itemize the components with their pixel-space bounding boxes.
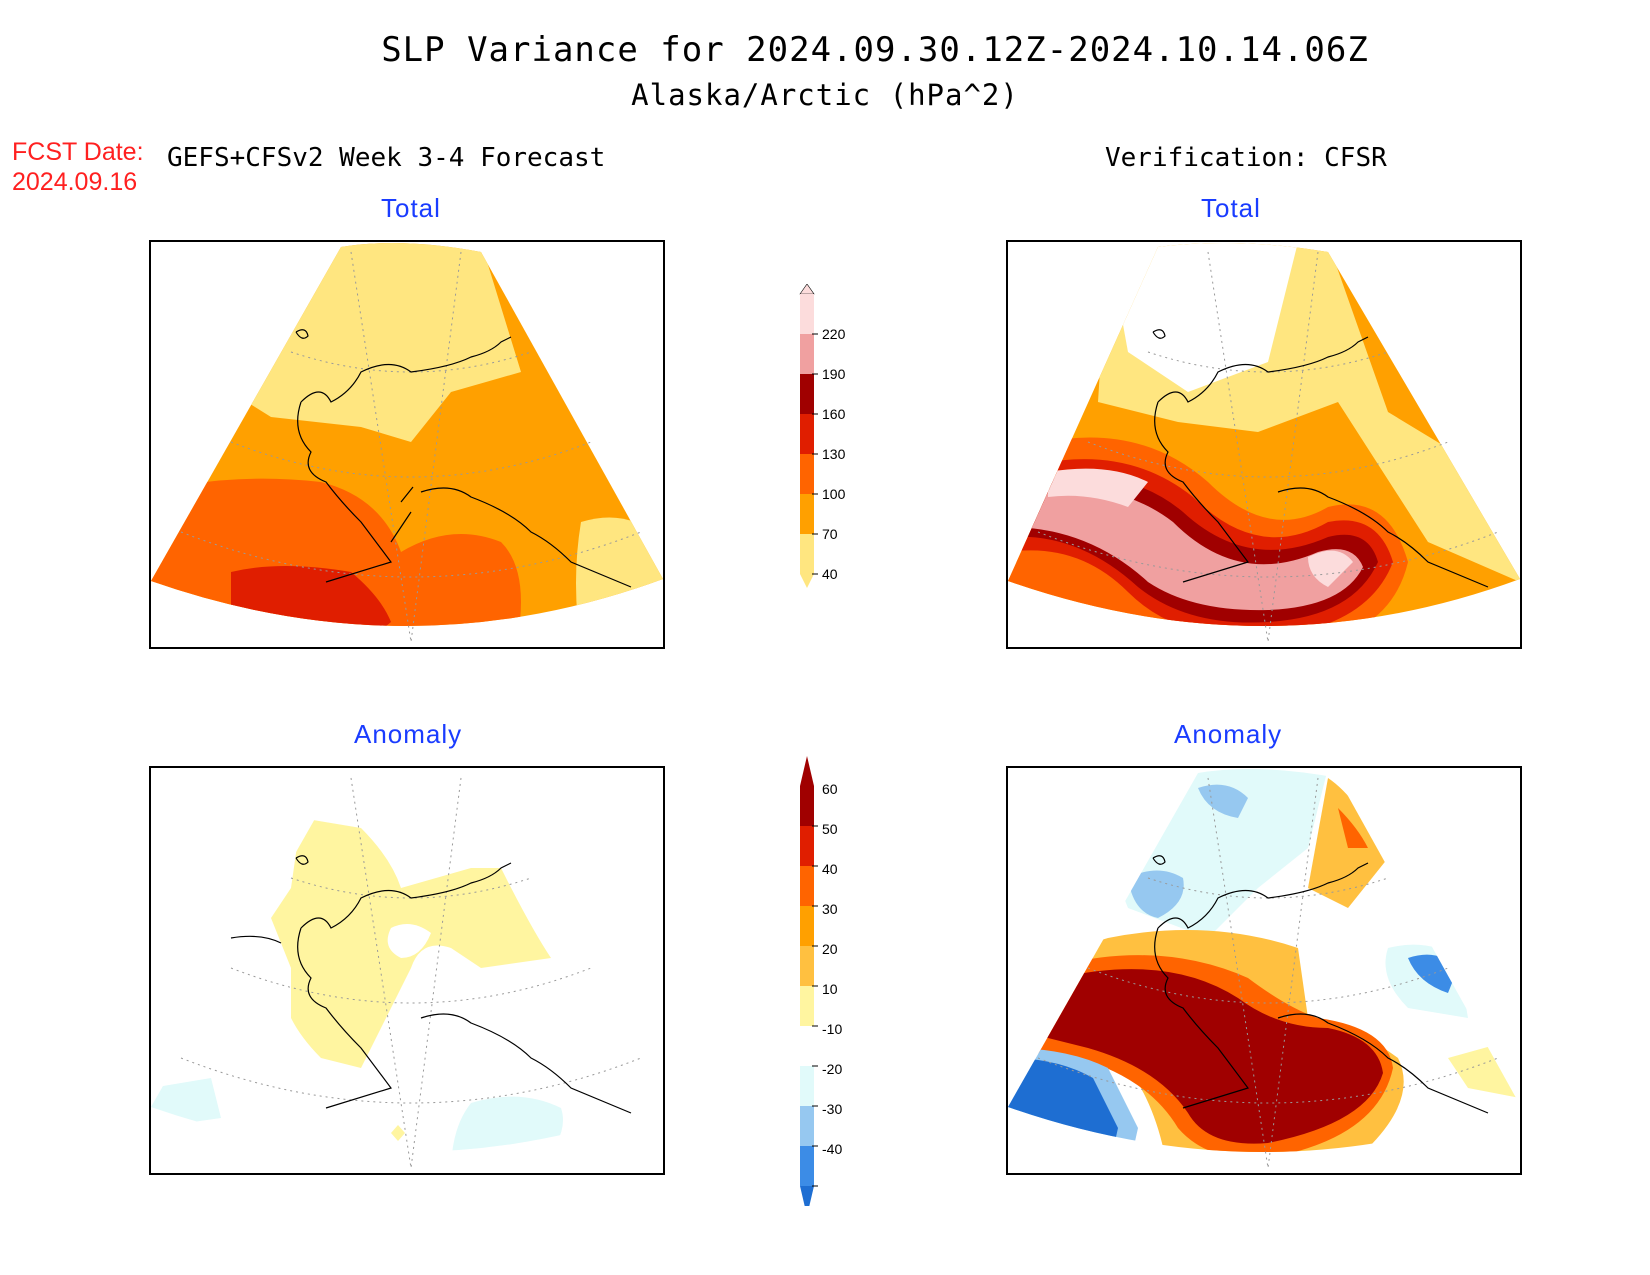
verify-anomaly-map (1006, 766, 1522, 1175)
anomaly-colorbar-swatch (800, 1066, 814, 1106)
fcst-date-value: 2024.09.16 (12, 168, 138, 196)
anomaly-colorbar-swatch (800, 826, 814, 866)
total-colorbar-label: 130 (822, 446, 846, 462)
anomaly-colorbar-swatch (800, 986, 814, 1026)
anomaly-colorbar: 60 50 40 30 20 10 -10 -20 -30 -40 (798, 756, 878, 1216)
total-colorbar-label: 100 (822, 486, 846, 502)
total-colorbar-swatch (800, 494, 814, 534)
forecast-column-header: GEFS+CFSv2 Week 3-4 Forecast (167, 143, 606, 173)
anomaly-colorbar-label: -20 (822, 1061, 842, 1077)
forecast-anomaly-map (149, 766, 665, 1175)
anomaly-colorbar-label: -30 (822, 1101, 842, 1117)
anomaly-colorbar-swatch (800, 946, 814, 986)
verify-total-title: Total (1201, 193, 1261, 223)
anomaly-colorbar-label: -40 (822, 1141, 842, 1157)
anomaly-colorbar-swatch (800, 1106, 814, 1146)
anomaly-colorbar-swatch (800, 786, 814, 826)
anomaly-colorbar-label: 20 (822, 941, 838, 957)
forecast-total-map (149, 240, 665, 649)
total-colorbar-swatch (800, 334, 814, 374)
fcst-date-label: FCST Date: (12, 138, 144, 166)
total-colorbar-swatch (800, 534, 814, 574)
total-colorbar-bottom-tip (800, 574, 814, 588)
anomaly-colorbar-label: 30 (822, 901, 838, 917)
anomaly-colorbar-label: 50 (822, 821, 838, 837)
anomaly-colorbar-swatch (800, 866, 814, 906)
anomaly-colorbar-label: 60 (822, 781, 838, 797)
anomaly-colorbar-label: 10 (822, 981, 838, 997)
total-colorbar: 40 70 100 130 160 190 220 (798, 283, 878, 614)
total-colorbar-swatch (800, 414, 814, 454)
total-colorbar-swatch (800, 374, 814, 414)
forecast-total-title: Total (381, 193, 441, 223)
anomaly-colorbar-label: -10 (822, 1021, 842, 1037)
anomaly-colorbar-bottom-tip (800, 1186, 814, 1216)
verify-total-map (1006, 240, 1522, 649)
total-colorbar-label: 160 (822, 406, 846, 422)
total-colorbar-label: 220 (822, 326, 846, 342)
total-colorbar-label: 190 (822, 366, 846, 382)
total-colorbar-swatch (800, 294, 814, 334)
anomaly-colorbar-swatch (800, 1146, 814, 1186)
anomaly-colorbar-label: 40 (822, 861, 838, 877)
anomaly-colorbar-swatch (800, 1026, 814, 1066)
figure-title: SLP Variance for 2024.09.30.12Z-2024.10.… (381, 30, 1369, 70)
anomaly-colorbar-swatch (800, 906, 814, 946)
total-colorbar-label: 70 (822, 526, 838, 542)
anomaly-colorbar-top-tip (800, 756, 814, 786)
total-colorbar-label: 40 (822, 566, 838, 582)
total-colorbar-swatch (800, 454, 814, 494)
verify-anomaly-title: Anomaly (1174, 719, 1283, 749)
verification-column-header: Verification: CFSR (1105, 143, 1387, 173)
total-colorbar-top-tip (799, 283, 815, 295)
forecast-anomaly-title: Anomaly (354, 719, 463, 749)
figure-subtitle: Alaska/Arctic (hPa^2) (631, 78, 1019, 112)
